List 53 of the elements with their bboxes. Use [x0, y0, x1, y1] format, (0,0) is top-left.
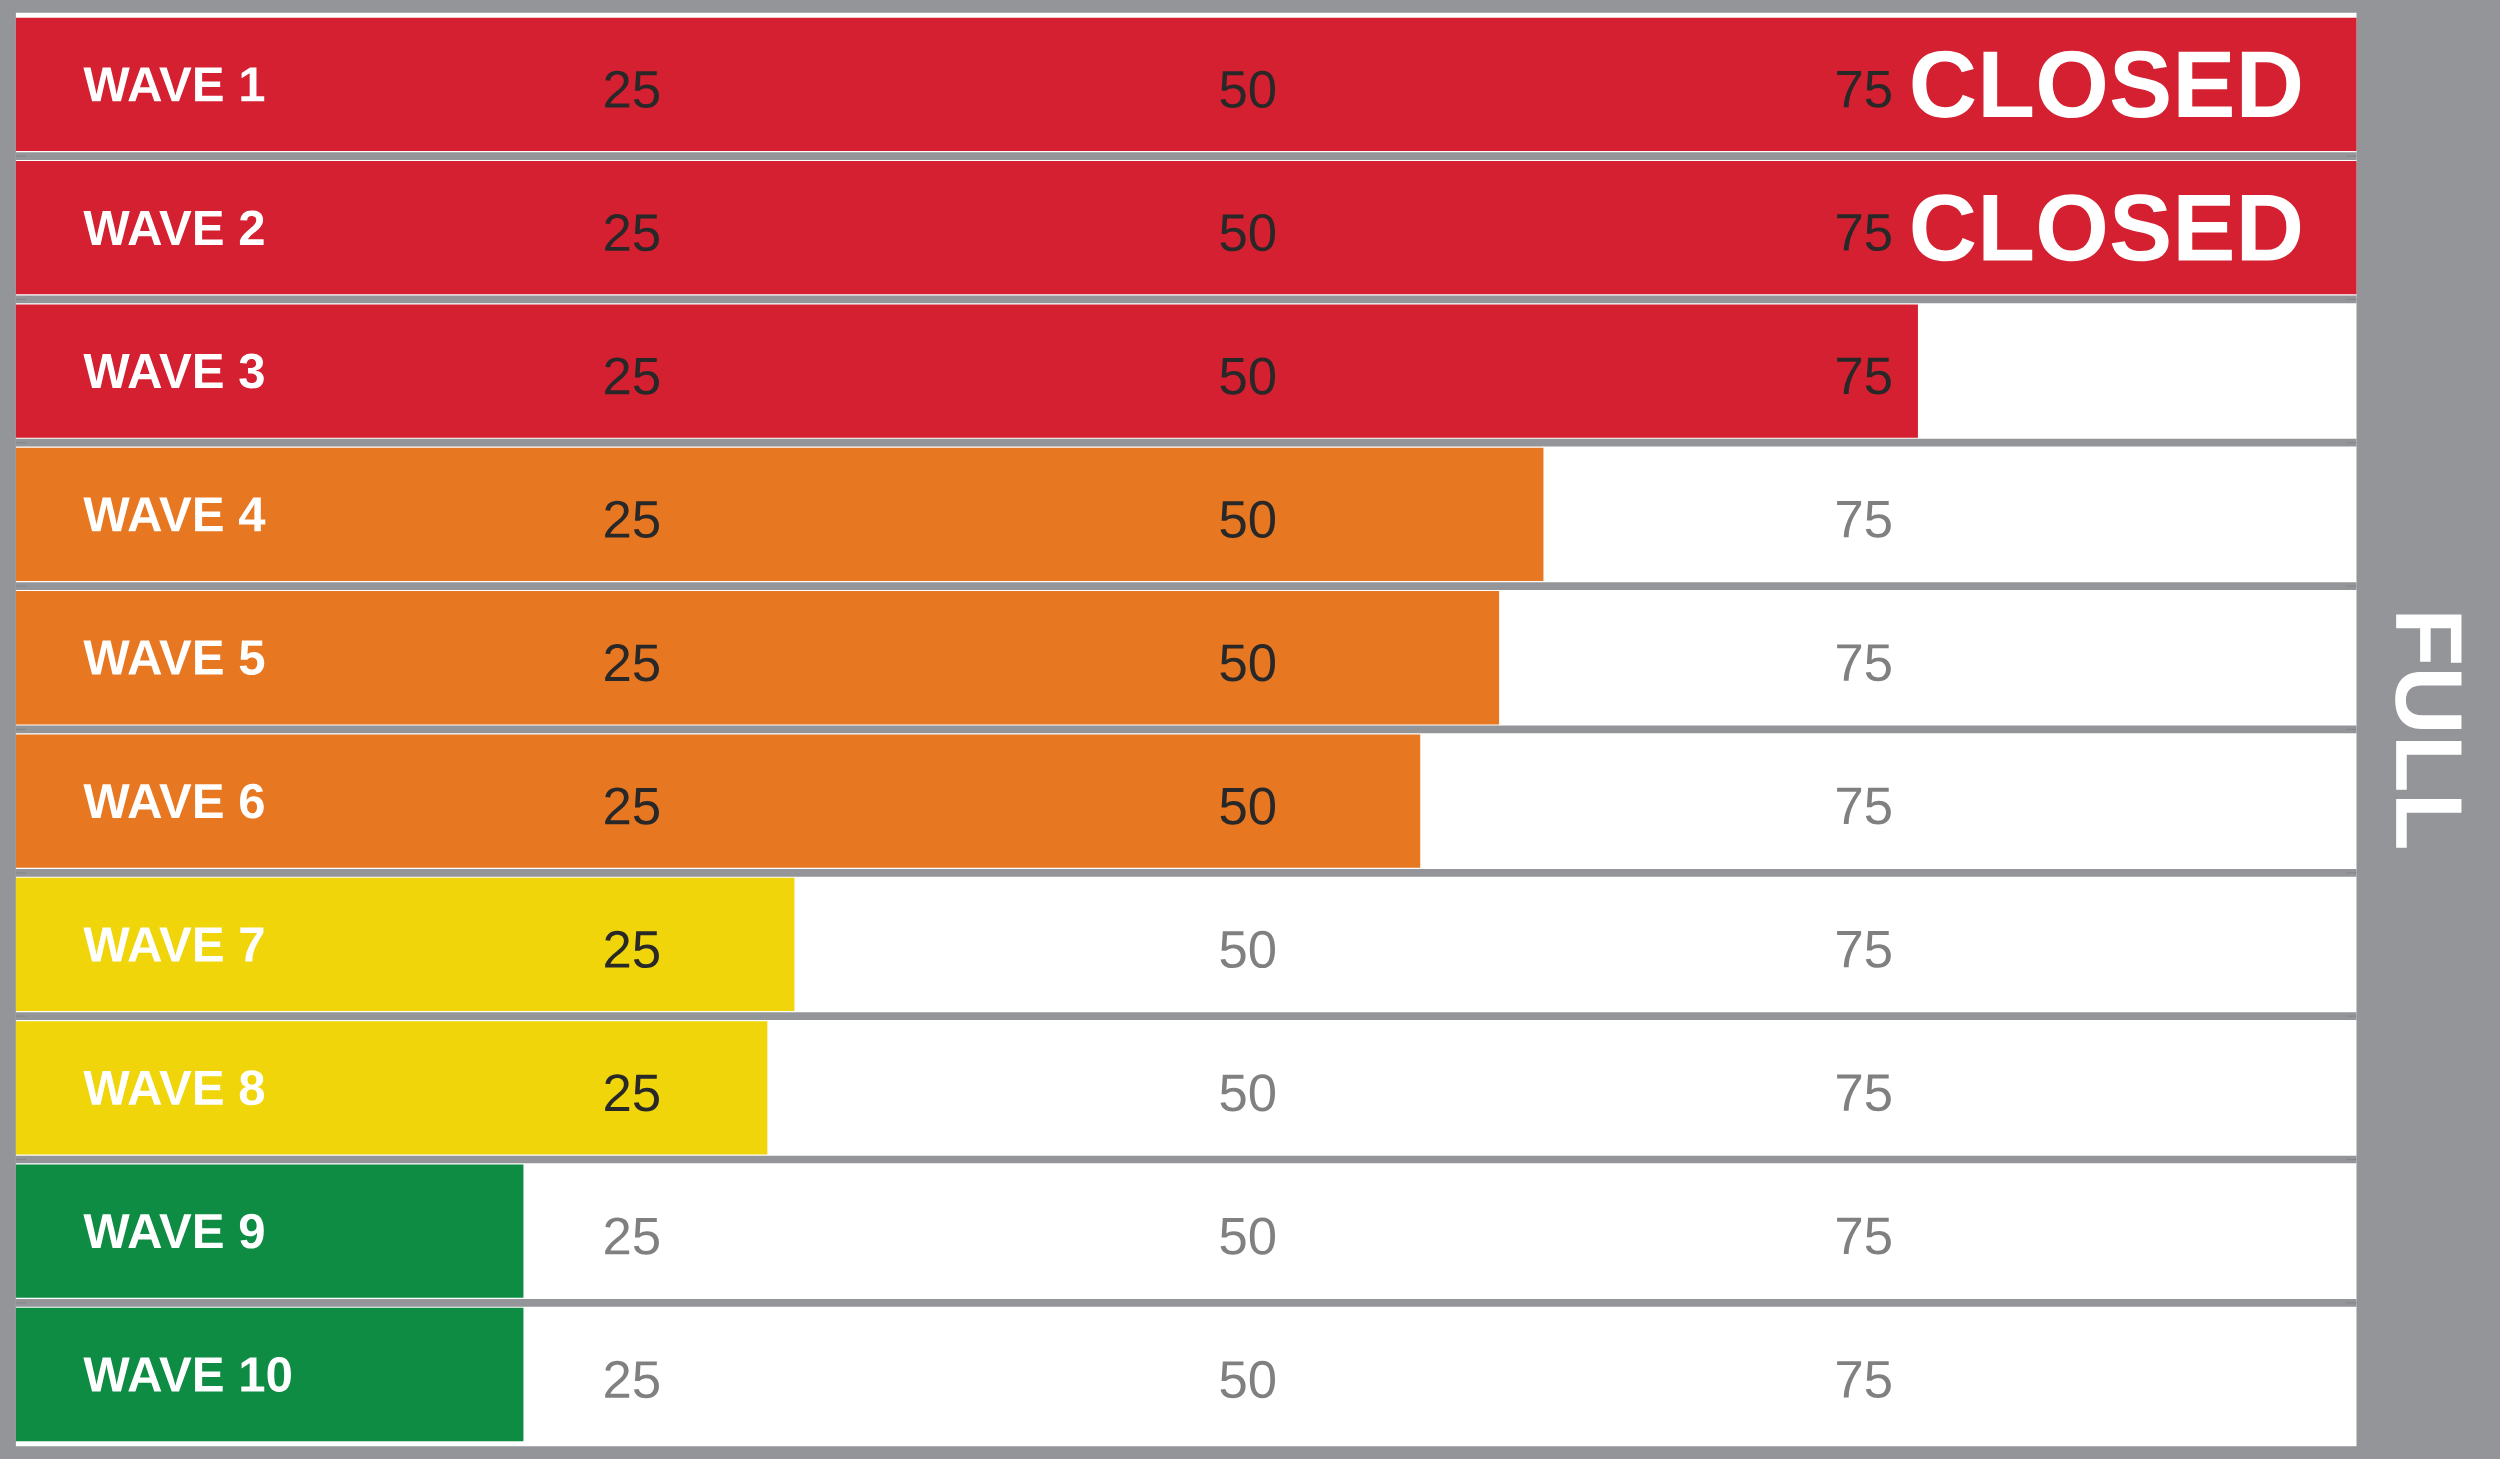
- annotation: 75: [1837, 214, 1891, 252]
- y-tick-label: WAVE 3: [83, 353, 264, 389]
- annotation: 75: [1837, 357, 1891, 395]
- bar: [15, 447, 1544, 582]
- bar: [15, 1164, 524, 1298]
- bar: [15, 591, 1500, 725]
- annotation: 75: [1837, 1217, 1891, 1255]
- annotation: 50: [1220, 1360, 1276, 1399]
- bar: [15, 1307, 524, 1442]
- annotation: 25: [605, 930, 659, 969]
- y-tick-label: WAVE 9: [83, 1213, 264, 1249]
- data-label: CLOSED: [1912, 50, 2301, 118]
- annotation: 50: [1220, 787, 1276, 825]
- annotation: 25: [605, 1074, 659, 1112]
- y-tick-label: WAVE 1: [83, 67, 265, 102]
- annotation: 50: [1220, 500, 1276, 539]
- y-tick-label: WAVE 8: [83, 1070, 265, 1106]
- annotation: 75: [1837, 501, 1891, 538]
- annotation: 25: [605, 1360, 659, 1399]
- annotation: 25: [605, 1217, 659, 1255]
- bar: [15, 17, 2357, 152]
- annotation: 25: [605, 500, 659, 539]
- x-tick-label: 50: [1220, 70, 1276, 109]
- data-label: CLOSED: [1912, 194, 2301, 262]
- annotation: 25: [605, 357, 659, 395]
- y-tick-label: WAVE 2: [83, 210, 264, 245]
- annotation: 75: [1837, 1074, 1891, 1112]
- annotation: 50: [1220, 1074, 1276, 1112]
- y-tick-label: WAVE 5: [83, 640, 265, 675]
- annotation: 50: [1220, 357, 1276, 395]
- annotation: 25: [605, 787, 659, 825]
- annotation: 75: [1837, 931, 1891, 968]
- text: FULL: [2395, 614, 2462, 848]
- bar: [15, 877, 795, 1012]
- x-tick-label: 75: [1837, 71, 1891, 108]
- bar: [15, 304, 1918, 438]
- y-tick-label: WAVE 6: [83, 783, 264, 819]
- annotation: 75: [1837, 1361, 1891, 1398]
- bar: [15, 1021, 768, 1155]
- annotation: 50: [1220, 644, 1276, 682]
- annotation: 50: [1220, 930, 1276, 969]
- y-tick-label: WAVE 7: [83, 927, 264, 962]
- y-tick-label: WAVE 10: [83, 1357, 291, 1392]
- annotation: 75: [1837, 644, 1891, 682]
- annotation: 50: [1220, 214, 1276, 252]
- bar: [15, 161, 2357, 295]
- y-tick-label: WAVE 4: [83, 497, 266, 532]
- x-tick-label: 25: [605, 70, 659, 109]
- bar: [15, 734, 1421, 868]
- annotation: 25: [605, 214, 659, 252]
- annotation: 50: [1220, 1217, 1276, 1255]
- annotation: 25: [605, 644, 659, 682]
- annotation: 75: [1837, 787, 1891, 825]
